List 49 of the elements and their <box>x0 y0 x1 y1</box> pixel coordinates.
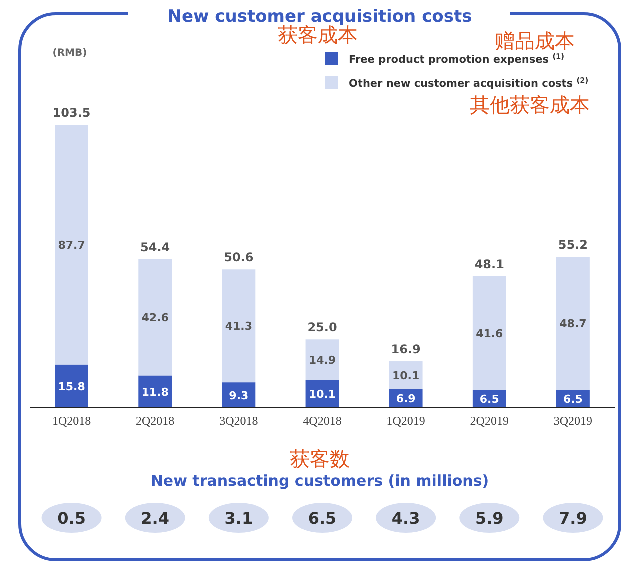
data-label: 41.6 <box>476 327 504 340</box>
data-label: 5.9 <box>475 509 504 528</box>
bar <box>222 270 256 383</box>
text: 赠品成本 <box>495 29 575 53</box>
bar <box>55 125 88 365</box>
x-tick-label: 2Q2019 <box>470 414 509 428</box>
data-label: 10.1 <box>308 388 336 402</box>
data-label: 10.1 <box>392 369 420 382</box>
text: (RMB) <box>52 48 88 59</box>
data-label: 6.5 <box>308 509 337 528</box>
total-label: 55.2 <box>558 238 588 252</box>
data-label: 87.7 <box>58 238 86 252</box>
text: 其他获客成本 <box>470 93 590 117</box>
data-label: 42.6 <box>142 311 170 324</box>
total-label: 25.0 <box>308 320 338 335</box>
data-label: 7.9 <box>559 509 588 528</box>
data-label: 6.5 <box>563 393 583 406</box>
total-label: 16.9 <box>391 342 421 357</box>
data-label: 48.7 <box>560 318 587 331</box>
x-tick-label: 4Q2018 <box>303 414 342 428</box>
data-label: 15.8 <box>58 380 86 394</box>
text: New transacting customers (in millions) <box>150 472 490 490</box>
x-tick-label: 1Q2019 <box>386 414 426 428</box>
bar <box>472 276 506 390</box>
legend-label: Other new customer acquisition costs $^{(2)}$ <box>349 76 589 90</box>
x-tick-label: 3Q2019 <box>554 414 593 428</box>
total-label: 48.1 <box>474 257 504 272</box>
data-label: 14.9 <box>308 354 336 368</box>
x-tick-label: 3Q2018 <box>220 414 258 428</box>
text: 获客数 <box>290 447 350 471</box>
total-label: 54.4 <box>140 240 170 254</box>
data-label: 11.8 <box>142 386 169 399</box>
x-tick-label: 2Q2018 <box>136 414 175 428</box>
x-tick-label: 1Q2018 <box>52 414 92 428</box>
total-label: 103.5 <box>52 106 91 120</box>
total-label: 50.6 <box>224 250 254 265</box>
legend-label: Free product promotion expenses $^{(1)}$ <box>349 52 565 66</box>
data-label: 41.3 <box>225 320 252 334</box>
data-label: 6.9 <box>396 392 416 406</box>
data-label: 3.1 <box>224 509 254 528</box>
bar <box>306 340 340 380</box>
data-label: 9.3 <box>229 389 249 402</box>
data-label: 6.5 <box>480 393 500 406</box>
bar <box>556 257 590 390</box>
bar <box>138 259 172 376</box>
bar <box>55 364 88 408</box>
data-label: 2.4 <box>141 509 170 528</box>
data-label: 0.5 <box>58 509 86 528</box>
data-label: 4.3 <box>392 509 420 528</box>
